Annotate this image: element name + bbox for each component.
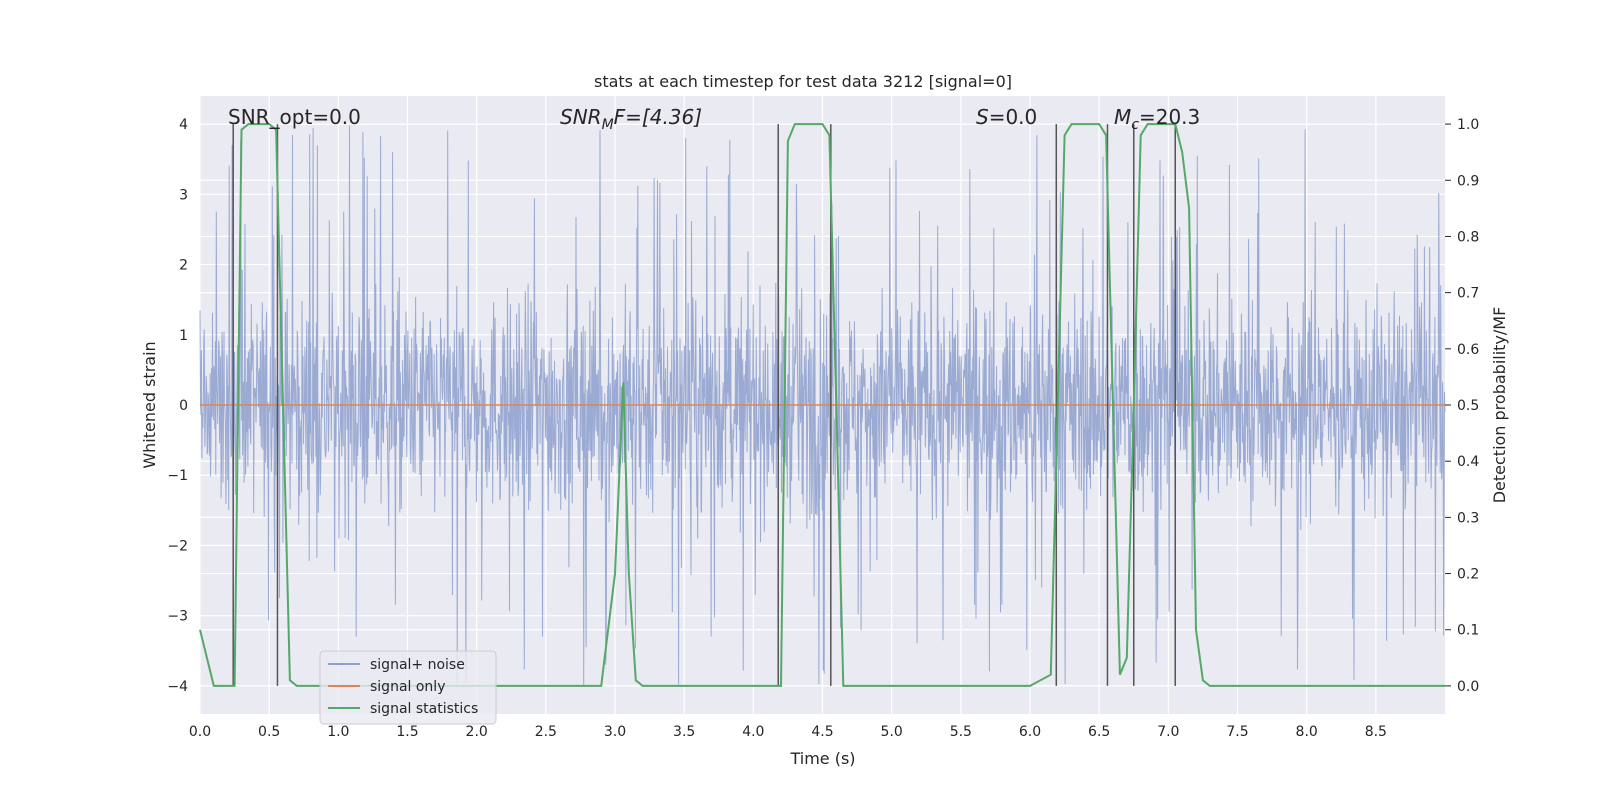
x-axis-label: Time (s) bbox=[789, 749, 855, 768]
y-right-tick-label: 0.1 bbox=[1457, 623, 1479, 639]
y-tick-label: −2 bbox=[167, 538, 188, 554]
y-tick-label: −3 bbox=[167, 609, 188, 625]
y-tick-label: 1 bbox=[179, 328, 188, 344]
y-tick-label: 0 bbox=[179, 398, 188, 414]
y-right-tick-label: 0.8 bbox=[1457, 229, 1479, 245]
annotation-snr-mf: SNRMF=[4.36] bbox=[560, 105, 702, 133]
x-tick-label: 3.0 bbox=[604, 724, 626, 740]
y-tick-label: 3 bbox=[179, 187, 188, 203]
y-axis-label: Whitened strain bbox=[140, 341, 159, 468]
x-tick-label: 4.5 bbox=[811, 724, 833, 740]
legend: signal+ noise signal only signal statist… bbox=[319, 650, 497, 725]
x-tick-label: 4.0 bbox=[742, 724, 764, 740]
y-right-tick-label: 0.4 bbox=[1457, 454, 1479, 470]
noise-trace bbox=[199, 125, 1446, 685]
x-tick-label: 1.0 bbox=[327, 724, 349, 740]
x-tick-label: 1.5 bbox=[396, 724, 418, 740]
y-tick-label: −4 bbox=[167, 679, 188, 695]
y-tick-label: −1 bbox=[167, 468, 188, 484]
annotation-mc: Mc=20.3 bbox=[1114, 105, 1200, 133]
y-right-tick-label: 0.7 bbox=[1457, 286, 1479, 302]
y-right-tick-label: 0.2 bbox=[1457, 567, 1479, 583]
annotation-s: S=0.0 bbox=[976, 105, 1037, 129]
x-tick-label: 2.5 bbox=[535, 724, 557, 740]
series-signal-plus-noise bbox=[199, 125, 1446, 685]
y-right-tick-label: 0.6 bbox=[1457, 342, 1479, 358]
y-right-axis-label: Detection probability/MF bbox=[1490, 307, 1509, 504]
y-tick-label: 2 bbox=[179, 258, 188, 274]
x-tick-label: 0.5 bbox=[258, 724, 280, 740]
x-tick-label: 7.0 bbox=[1157, 724, 1179, 740]
series-signal-statistics bbox=[199, 123, 1445, 687]
legend-label-noise: signal+ noise bbox=[370, 657, 465, 673]
y-right-tick-label: 0.3 bbox=[1457, 510, 1479, 526]
x-tick-label: 8.0 bbox=[1296, 724, 1318, 740]
y-right-tick-label: 0.0 bbox=[1457, 679, 1479, 695]
x-tick-label: 6.5 bbox=[1088, 724, 1110, 740]
y-right-tick-label: 0.5 bbox=[1457, 398, 1479, 414]
legend-label-signal: signal only bbox=[370, 679, 445, 695]
legend-box bbox=[319, 650, 497, 725]
x-tick-label: 5.5 bbox=[950, 724, 972, 740]
x-tick-label: 7.5 bbox=[1226, 724, 1248, 740]
chart-title: stats at each timestep for test data 321… bbox=[594, 72, 1012, 91]
y-right-tick-label: 1.0 bbox=[1457, 117, 1479, 133]
y-right-tick-label: 0.9 bbox=[1457, 173, 1479, 189]
x-tick-label: 6.0 bbox=[1019, 724, 1041, 740]
y-tick-label: 4 bbox=[179, 117, 188, 133]
x-tick-label: 2.0 bbox=[466, 724, 488, 740]
x-tick-label: 8.5 bbox=[1365, 724, 1387, 740]
annotation-snr-opt: SNR_opt=0.0 bbox=[228, 105, 361, 129]
legend-label-statistics: signal statistics bbox=[370, 701, 478, 717]
x-tick-label: 0.0 bbox=[189, 724, 211, 740]
statistics-line bbox=[199, 123, 1445, 687]
x-tick-label: 3.5 bbox=[673, 724, 695, 740]
axis-ticks: 0.0 0.5 1.0 1.5 2.0 2.5 3.0 3.5 4.0 4.5 5.0 5.5 6.0 6… bbox=[167, 117, 1479, 740]
x-tick-label: 5.0 bbox=[881, 724, 903, 740]
